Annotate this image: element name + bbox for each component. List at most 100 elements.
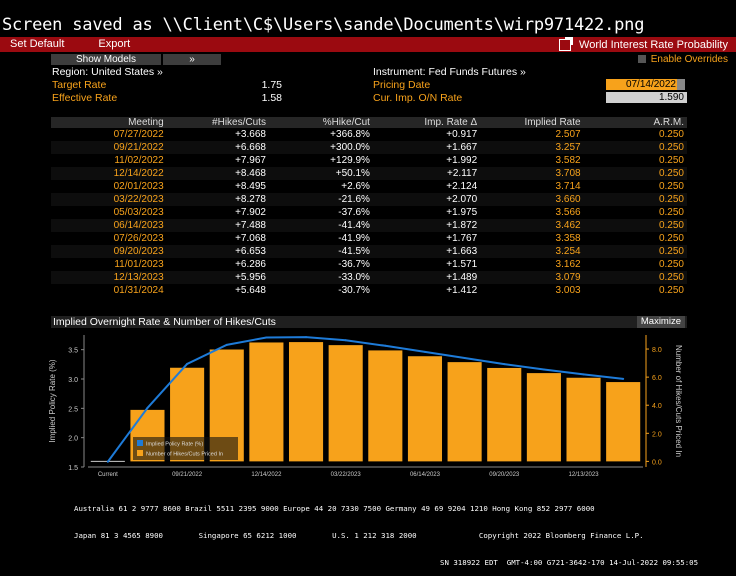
y2-axis-title: Number of Hikes/Cuts Priced In [674,345,683,457]
table-row[interactable]: 05/03/2023 +7.902 -37.6% +1.975 3.566 0.250 [51,206,687,219]
implied-rate-point [305,336,308,339]
table-header-row: Meeting #Hikes/Cuts %Hike/Cut Imp. Rate … [51,117,687,128]
table-cell: 12/14/2022 [51,167,167,180]
table-cell: +2.117 [372,167,481,180]
footer-line-1: Australia 61 2 9777 8600 Brazil 5511 239… [74,504,595,513]
table-row[interactable]: 01/31/2024 +5.648 -30.7% +1.412 3.003 0.250 [51,284,687,297]
table-row[interactable]: 12/13/2023 +5.956 -33.0% +1.489 3.079 0.250 [51,271,687,284]
y-axis-title: Implied Policy Rate (%) [48,359,57,442]
implied-rate-point [384,344,387,347]
target-rate-value: 1.75 [261,79,282,91]
implied-rate-point [186,362,189,365]
table-row[interactable]: 09/21/2022 +6.668 +300.0% +1.667 3.257 0.250 [51,141,687,154]
legend-label-bar: Number of Hikes/Cuts Priced In [146,452,223,458]
y-tick-label: 2.0 [68,436,78,443]
table-cell: +2.124 [446,181,478,192]
y-tick-label: 3.5 [68,348,78,355]
show-models-button[interactable]: Show Models [51,53,161,65]
table-cell: 11/01/2023 [114,259,164,270]
pricing-date-input[interactable]: 07/14/2022 [606,79,679,90]
chart-bar [526,373,561,462]
col-hikes-cuts[interactable]: #Hikes/Cuts [166,117,269,128]
chart-bar [566,377,601,462]
table-row[interactable]: 07/26/2023 +7.068 -41.9% +1.767 3.358 0.250 [51,232,687,245]
implied-rate-point [106,460,109,463]
table-cell: 0.250 [658,285,684,296]
table-cell: 3.257 [480,141,584,154]
table-row[interactable]: 11/01/2023 +6.286 -36.7% +1.571 3.162 0.250 [51,258,687,271]
table-cell: +1.992 [446,155,478,166]
table-cell: 06/14/2023 [51,219,167,232]
instrument-selector[interactable]: Instrument: Fed Funds Futures » [373,66,526,78]
table-cell: 3.162 [555,259,581,270]
table-cell: 3.358 [555,233,581,244]
table-cell: +2.070 [372,193,481,206]
y2-tick-label: 4.0 [652,403,662,410]
effective-rate-label: Effective Rate [52,92,118,104]
cur-imp-rate-input[interactable]: 1.590 [606,92,687,103]
export-button[interactable]: Export [98,38,131,50]
table-row[interactable]: 11/02/2022 +7.967 +129.9% +1.992 3.582 0.250 [51,154,687,167]
implied-rate-point [542,368,545,371]
table-cell: -21.6% [268,193,373,206]
chart-bar [447,362,482,462]
col-meeting[interactable]: Meeting [51,117,167,128]
region-selector[interactable]: Region: United States » [52,66,163,78]
table-cell: +366.8% [330,129,370,140]
table-cell: 09/21/2022 [51,141,167,154]
enable-overrides-toggle[interactable]: Enable Overrides [637,53,736,65]
table-cell: +8.495 [235,181,266,192]
col-arm[interactable]: A.R.M. [583,117,687,128]
pop-out-icon[interactable] [559,36,574,51]
legend-swatch-bar [137,450,143,456]
table-cell: -41.9% [338,233,370,244]
table-cell: 0.250 [583,167,687,180]
table-cell: 0.250 [583,271,687,284]
maximize-button[interactable]: Maximize [636,316,685,328]
table-cell: +6.668 [166,141,269,154]
table-cell: 3.566 [555,207,581,218]
table-cell: +300.0% [268,141,373,154]
toolbar: Set Default Export World Interest Rate P… [0,36,736,52]
chart-bar [249,342,284,462]
col-imp-rate-delta[interactable]: Imp. Rate Δ [372,117,481,128]
implied-rate-line [107,336,624,463]
table-cell: +5.956 [166,271,269,284]
enable-overrides-label: Enable Overrides [650,53,728,65]
table-cell: 3.003 [555,285,581,296]
x-tick-label: Current [98,472,118,478]
table-cell: 01/31/2024 [113,285,164,296]
chart-title: Implied Overnight Rate & Number of Hikes… [53,316,276,328]
implied-rate-point [463,356,466,359]
table-row[interactable]: 12/14/2022 +8.468 +50.1% +2.117 3.708 0.250 [51,167,687,180]
table-cell: 3.582 [555,155,581,166]
table-row[interactable]: 09/20/2023 +6.653 -41.5% +1.663 3.254 0.250 [51,245,687,258]
implied-rate-point [225,343,228,346]
table-cell: -37.6% [338,207,370,218]
table-cell: 11/02/2022 [114,155,164,166]
col-implied-rate[interactable]: Implied Rate [480,117,584,128]
col-pct-hike-cut[interactable]: %Hike/Cut [268,117,373,128]
table-cell: 3.708 [480,167,584,180]
x-tick-label: 09/20/2023 [489,472,520,478]
x-tick-label: 09/21/2022 [172,472,203,478]
table-cell: +6.653 [166,245,269,258]
set-default-button[interactable]: Set Default [10,38,65,50]
expand-chevron-button[interactable]: » [163,53,221,65]
table-row[interactable]: 06/14/2023 +7.488 -41.4% +1.872 3.462 0.250 [51,219,687,232]
table-row[interactable]: 07/27/2022 +3.668 +366.8% +0.917 2.507 0.250 [51,128,687,141]
table-cell: 3.079 [480,271,584,284]
table-row[interactable]: 03/22/2023 +8.278 -21.6% +2.070 3.660 0.250 [51,193,687,206]
implied-rate-point [423,350,426,353]
implied-rate-point [503,363,506,366]
table-cell: +1.767 [446,233,478,244]
calendar-dropdown-icon[interactable] [677,79,685,90]
table-cell: +1.667 [372,141,481,154]
x-tick-label: 03/22/2023 [331,472,362,478]
table-cell: +1.412 [446,285,478,296]
table-cell: -36.7% [338,259,370,270]
enable-overrides-checkbox[interactable] [637,55,646,63]
table-cell: +129.9% [330,155,370,166]
table-row[interactable]: 02/01/2023 +8.495 +2.6% +2.124 3.714 0.250 [51,180,687,193]
table-cell: +7.068 [235,233,266,244]
